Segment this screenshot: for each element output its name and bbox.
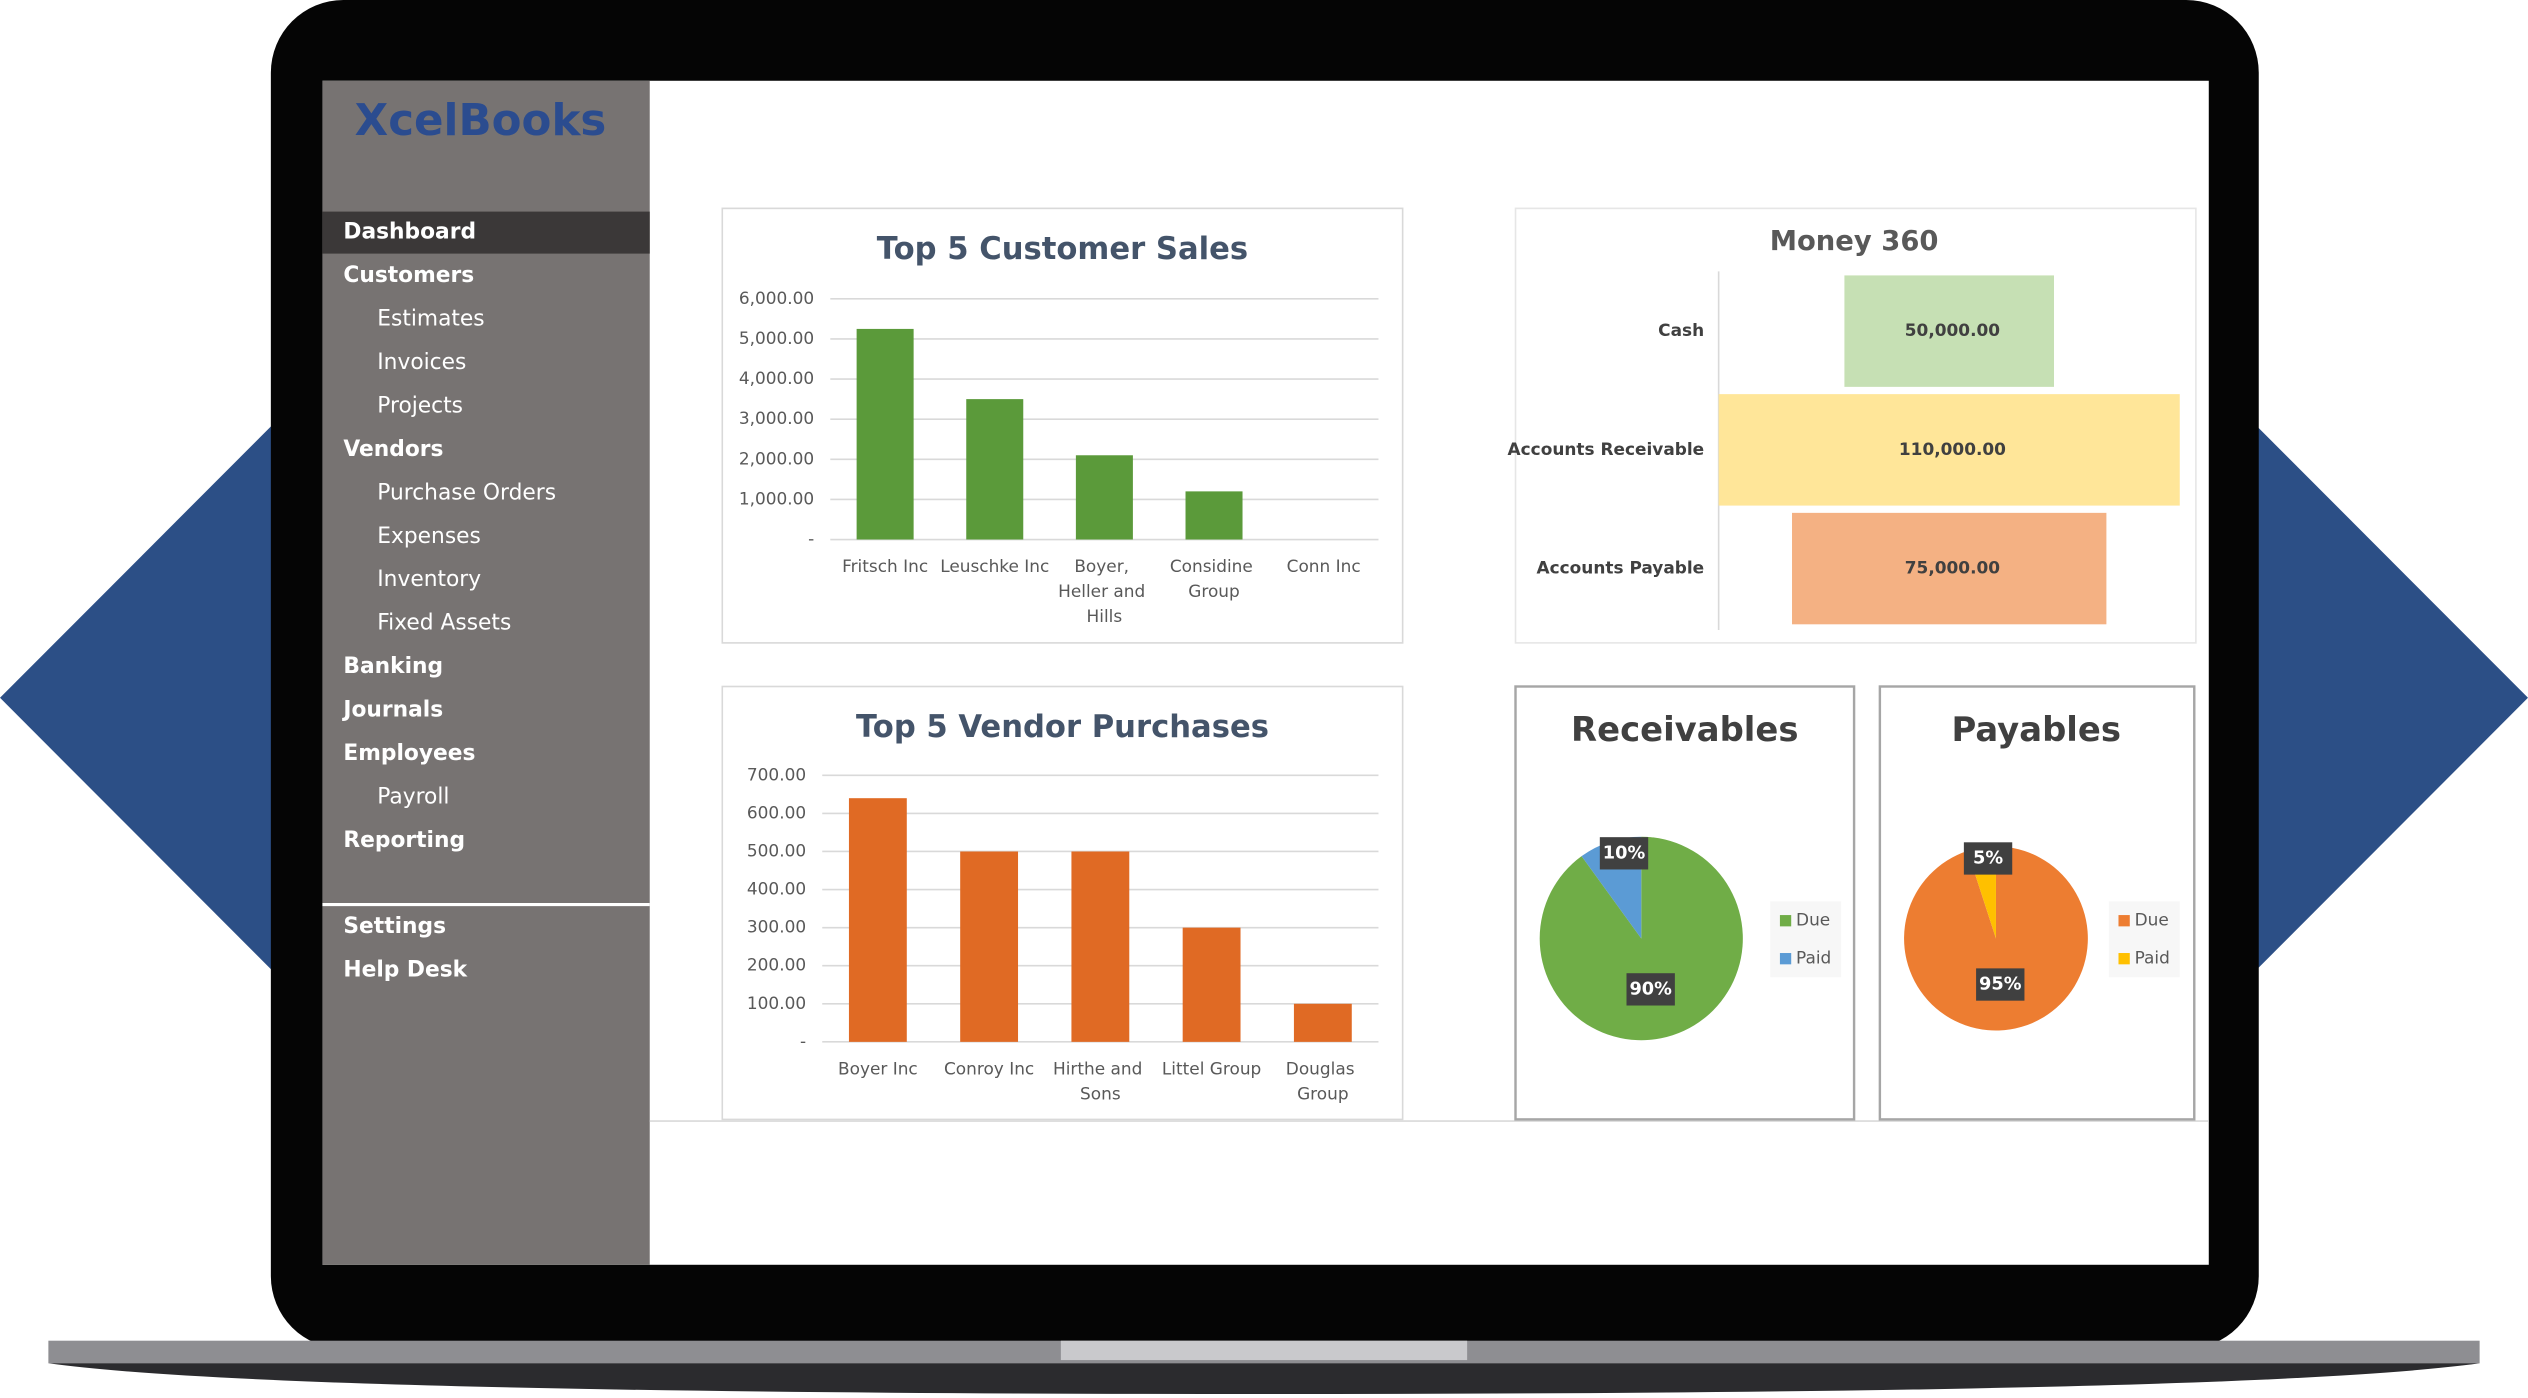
nav-item[interactable]: Banking (343, 654, 443, 679)
y-tick-label: 600.00 (747, 802, 806, 822)
bar (856, 328, 914, 540)
value-label: 110,000.00 (1899, 439, 2006, 459)
nav-item[interactable]: Payroll (377, 784, 449, 809)
pie-slice (1904, 846, 2088, 1031)
nav-item[interactable]: Journals (341, 698, 443, 723)
bar (1071, 851, 1130, 1042)
nav-item[interactable]: Dashboard (343, 220, 476, 245)
legend-label: Due (1796, 910, 1830, 930)
value-label: 75,000.00 (1905, 558, 2000, 578)
value-label: 50,000.00 (1905, 320, 2000, 340)
x-tick-label: Littel Group (1162, 1058, 1261, 1078)
x-tick-label: Leuschke Inc (940, 556, 1049, 576)
chart-title: Top 5 Customer Sales (877, 232, 1248, 267)
x-tick-label: Conroy Inc (944, 1058, 1034, 1078)
legend-swatch (1779, 915, 1792, 927)
value-label: 10% (1603, 843, 1646, 863)
nav-item[interactable]: Purchase Orders (377, 480, 556, 505)
label-box (1599, 837, 1649, 870)
nav-item[interactable]: Settings (343, 914, 446, 939)
nav-item[interactable]: Customers (343, 263, 474, 288)
funnel-bar (1792, 512, 2107, 625)
nav-item[interactable]: Inventory (377, 567, 481, 592)
x-tick-label: Considine Group (1170, 556, 1258, 601)
nav-item[interactable]: Vendors (343, 437, 443, 462)
y-tick-label: 3,000.00 (739, 408, 814, 428)
x-tick-label: Hirthe and Sons (1053, 1058, 1148, 1103)
y-tick-label: - (808, 528, 814, 548)
category-label: Accounts Receivable (1508, 439, 1705, 459)
nav-active (322, 211, 650, 254)
x-tick-label: Fritsch Inc (842, 556, 928, 576)
nav-item[interactable]: Projects (377, 393, 463, 418)
nav-item[interactable]: Help Desk (343, 958, 467, 983)
pie-slice (1539, 836, 1743, 1041)
y-tick-label: 1,000.00 (739, 488, 814, 508)
logo: XcelBooks (355, 96, 607, 146)
label-box (1626, 973, 1675, 1006)
legend-swatch (2118, 953, 2130, 965)
legend-label: Paid (1796, 948, 1831, 968)
legend-swatch (2118, 915, 2130, 927)
nav-item[interactable]: Estimates (377, 306, 484, 331)
nav-item[interactable]: Reporting (343, 828, 465, 853)
value-label: 95% (1979, 975, 2022, 995)
legend-swatch (1779, 953, 1792, 965)
bar (966, 399, 1024, 540)
card (721, 207, 1404, 644)
y-tick-label: 500.00 (747, 840, 806, 860)
laptop-bottom (48, 1363, 2480, 1394)
bar (1185, 491, 1243, 540)
x-tick-label: Boyer, Heller and Hills (1058, 556, 1151, 626)
nav-item[interactable]: Expenses (377, 524, 481, 549)
label-box (1976, 968, 2025, 1001)
nav-item[interactable]: Invoices (377, 350, 466, 375)
bar (1293, 1003, 1352, 1042)
y-tick-label: - (800, 1031, 806, 1051)
card (721, 685, 1404, 1121)
chart-title: Top 5 Vendor Purchases (856, 710, 1269, 745)
label-box (1963, 842, 2013, 875)
legend-label: Paid (2135, 948, 2170, 968)
sidebar (322, 80, 650, 1265)
chart-title: Money 360 (1770, 226, 1939, 257)
laptop-notch (1060, 1340, 1468, 1361)
y-tick-label: 4,000.00 (739, 368, 814, 388)
value-label: 90% (1629, 979, 1672, 999)
y-tick-label: 2,000.00 (739, 448, 814, 468)
funnel-bar (1718, 394, 2180, 506)
bar (848, 798, 907, 1042)
legend-box (2108, 901, 2180, 978)
bar (1182, 927, 1241, 1042)
chart-title: Receivables (1571, 710, 1798, 749)
legend-box (1770, 901, 1842, 978)
nav-item[interactable]: Employees (343, 741, 475, 766)
decor-right (2253, 423, 2528, 973)
nav-item[interactable]: Fixed Assets (377, 611, 511, 636)
x-tick-label: Conn Inc (1287, 556, 1361, 576)
y-tick-label: 700.00 (747, 764, 806, 784)
funnel-bar (1844, 275, 2054, 387)
legend-label: Due (2135, 910, 2169, 930)
y-tick-label: 6,000.00 (739, 288, 814, 308)
bar (1075, 455, 1133, 540)
chart-title: Payables (1952, 710, 2122, 749)
value-label: 5% (1973, 848, 2003, 868)
y-tick-label: 400.00 (747, 879, 806, 899)
y-tick-label: 200.00 (747, 955, 806, 975)
y-tick-label: 300.00 (747, 917, 806, 937)
y-tick-label: 100.00 (747, 993, 806, 1013)
y-tick-label: 5,000.00 (739, 328, 814, 348)
category-label: Accounts Payable (1537, 558, 1705, 578)
x-tick-label: Boyer Inc (838, 1058, 918, 1078)
decor-left (0, 423, 275, 973)
bar (960, 851, 1019, 1042)
category-label: Cash (1658, 320, 1704, 340)
x-tick-label: Douglas Group (1286, 1058, 1360, 1103)
